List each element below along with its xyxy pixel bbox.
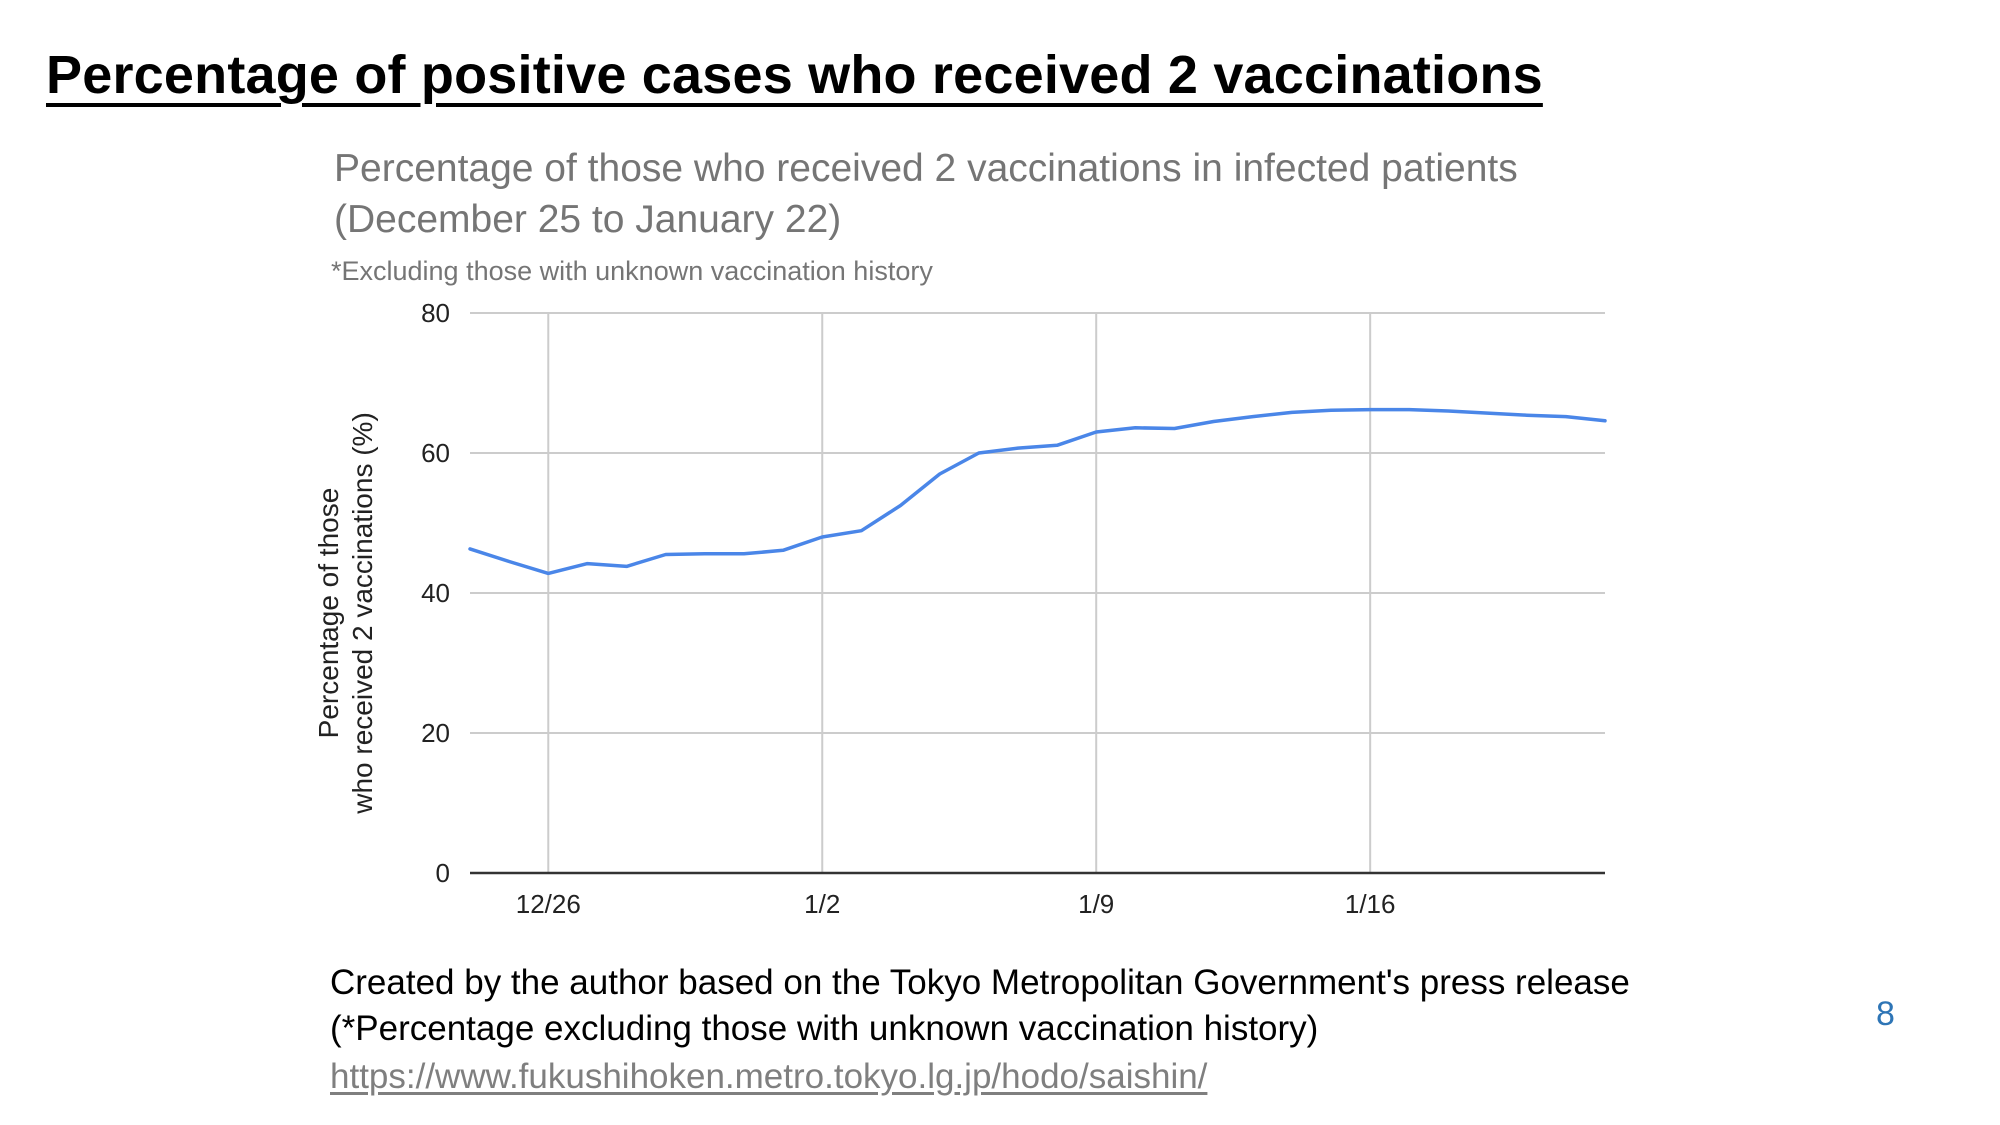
y-tick-label: 20 [421,718,450,748]
data-point [859,528,864,533]
tick-labels: 0 20 40 60 80 12/26 1/2 1/9 1/16 [421,298,1395,919]
data-point [624,564,629,569]
data-point [1133,425,1138,430]
data-point [1446,409,1451,414]
data-point [507,559,512,564]
line-chart: 0 20 40 60 80 12/26 1/2 1/9 1/16 Percentage of t… [313,298,1608,919]
y-tick-label: 80 [421,298,450,328]
series-layer [468,407,1608,576]
data-point [1250,414,1255,419]
y-axis-label-line2: who received 2 vaccinations (%) [347,412,378,815]
data-point [976,451,981,456]
y-tick-label: 0 [436,858,450,888]
x-tick-label: 1/2 [804,889,840,919]
data-point [781,548,786,553]
data-point [546,571,551,576]
chart-subtitle: *Excluding those with unknown vaccinatio… [331,256,933,286]
caption-line-2: (*Percentage excluding those with unknow… [330,1009,1319,1048]
data-point [1603,418,1608,423]
y-tick-label: 60 [421,438,450,468]
grid-lines [470,312,1605,873]
data-point [1211,419,1216,424]
data-point [1524,413,1529,418]
data-point [1329,408,1334,413]
data-point [742,551,747,556]
x-tick-label: 1/9 [1078,889,1114,919]
data-point [898,503,903,508]
data-point [1368,407,1373,412]
page-number: 8 [1876,995,1895,1033]
data-point [663,552,668,557]
data-point [1563,414,1568,419]
chart-title: Percentage of those who received 2 vacci… [334,147,1518,241]
data-point [1485,411,1490,416]
x-tick-label: 12/26 [516,889,581,919]
data-point [1094,430,1099,435]
x-tick-label: 1/16 [1345,889,1396,919]
y-tick-label: 40 [421,578,450,608]
data-point [1407,407,1412,412]
data-point [468,546,473,551]
chart-container: Percentage of those who received 2 vacci… [300,135,1640,925]
y-axis-label-line1: Percentage of those [313,488,344,739]
slide-title: Percentage of positive cases who receive… [46,45,1543,105]
data-point [1055,443,1060,448]
caption: Created by the author based on the Tokyo… [330,960,1630,1052]
data-point [1172,426,1177,431]
data-point [937,472,942,477]
data-point [820,535,825,540]
data-point [585,561,590,566]
data-point [1015,446,1020,451]
caption-line-1: Created by the author based on the Tokyo… [330,963,1630,1002]
source-link[interactable]: https://www.fukushihoken.metro.tokyo.lg.… [330,1057,1208,1096]
data-point [1289,410,1294,415]
series-line [468,407,1607,576]
data-point [702,551,707,556]
y-axis-title: Percentage of those who received 2 vacci… [313,412,378,815]
